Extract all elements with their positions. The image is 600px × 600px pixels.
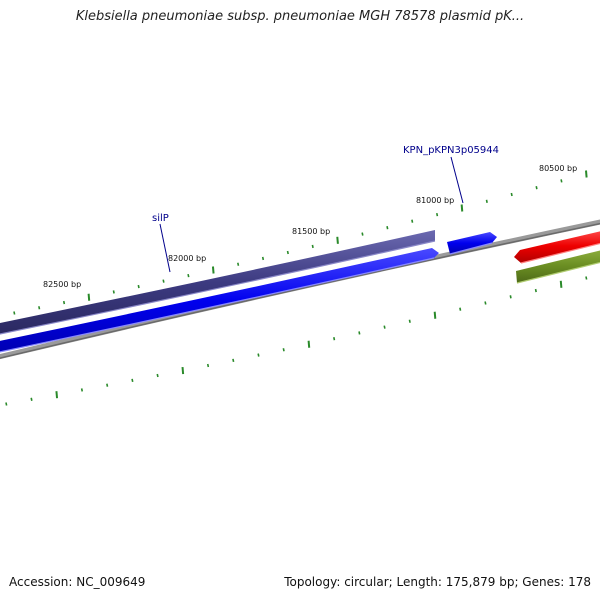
scale-label-80500: 80500 bp [539, 164, 577, 173]
inner-tick [30, 397, 33, 401]
outer-tick-row [13, 170, 588, 315]
gene-label-silP[interactable]: silP [152, 213, 171, 273]
outer-tick [411, 219, 414, 223]
inner-tick [232, 358, 235, 363]
scale-label-82500: 82500 bp [43, 280, 81, 289]
scale-labels: 80500 bp 81000 bp 81500 bp 82000 bp 8250… [43, 164, 577, 289]
genome-summary: Topology: circular; Length: 175,879 bp; … [284, 575, 591, 589]
feature-navy-gene[interactable] [0, 230, 436, 336]
inner-tick [257, 353, 260, 357]
gene-label-KPN_pKPN3p05944-text[interactable]: KPN_pKPN3p05944 [403, 145, 499, 156]
backbone [0, 219, 600, 360]
gene-label-silP-text[interactable]: silP [152, 213, 169, 224]
inner-tick [131, 378, 134, 383]
scale-label-81000: 81000 bp [416, 196, 454, 205]
map-title: Klebsiella pneumoniae subsp. pneumoniae … [75, 9, 525, 24]
inner-tick [5, 402, 8, 406]
feature-KPN_pKPN3p05944-gene[interactable] [447, 232, 497, 255]
inner-tick [534, 288, 537, 293]
outer-tick [311, 244, 314, 249]
genes-label: Genes: [522, 575, 565, 589]
outer-tick [87, 293, 91, 301]
outer-tick [237, 262, 240, 266]
genes-value: 178 [568, 575, 591, 589]
inner-tick [206, 363, 210, 368]
accession-label: Accession: [9, 575, 73, 589]
inner-tick [307, 340, 311, 348]
outer-tick [585, 170, 588, 178]
inner-tick [55, 391, 59, 399]
outer-tick [261, 256, 265, 261]
length-value: 175,879 bp [445, 575, 515, 589]
inner-tick [484, 301, 487, 305]
outer-tick [510, 192, 513, 197]
gene-label-KPN_pKPN3p05944[interactable]: KPN_pKPN3p05944 [403, 145, 499, 204]
outer-tick [162, 279, 165, 283]
outer-tick [336, 236, 339, 244]
outer-tick [485, 199, 488, 203]
topology-value: circular [344, 575, 389, 589]
length-label: Length: [396, 575, 442, 589]
inner-tick [106, 383, 109, 387]
feature-red-gene[interactable] [514, 229, 600, 264]
inner-tick [383, 325, 386, 329]
inner-tick [333, 337, 336, 341]
outer-tick [38, 306, 41, 310]
scale-label-82000: 82000 bp [168, 254, 206, 263]
inner-tick-row [5, 276, 588, 406]
outer-tick [62, 300, 66, 305]
outer-tick [535, 186, 538, 190]
feature-olive-gene[interactable] [516, 248, 600, 284]
inner-tick [459, 307, 462, 311]
inner-tick [559, 280, 563, 288]
scale-label-81500: 81500 bp [292, 227, 330, 236]
accession-info: Accession: NC_009649 [9, 575, 145, 589]
inner-tick [181, 366, 185, 375]
inner-tick [433, 311, 437, 319]
outer-tick [460, 204, 464, 212]
inner-tick [585, 276, 588, 280]
outer-tick [211, 266, 215, 274]
outer-tick [187, 273, 190, 278]
outer-tick [112, 290, 115, 294]
feature-silP-gene[interactable] [0, 248, 439, 354]
inner-tick [408, 319, 411, 323]
inner-tick [509, 295, 512, 299]
outer-tick [386, 226, 389, 230]
inner-tick [80, 388, 84, 392]
outer-tick [137, 284, 140, 289]
inner-tick [358, 331, 361, 335]
topology-label: Topology: [284, 575, 341, 589]
inner-tick [156, 373, 159, 378]
inner-tick [282, 348, 285, 352]
accession-value: NC_009649 [76, 575, 146, 589]
outer-tick [560, 179, 563, 183]
outer-tick [435, 212, 439, 217]
outer-tick [286, 250, 289, 255]
outer-tick [361, 232, 364, 236]
outer-tick [13, 311, 16, 315]
